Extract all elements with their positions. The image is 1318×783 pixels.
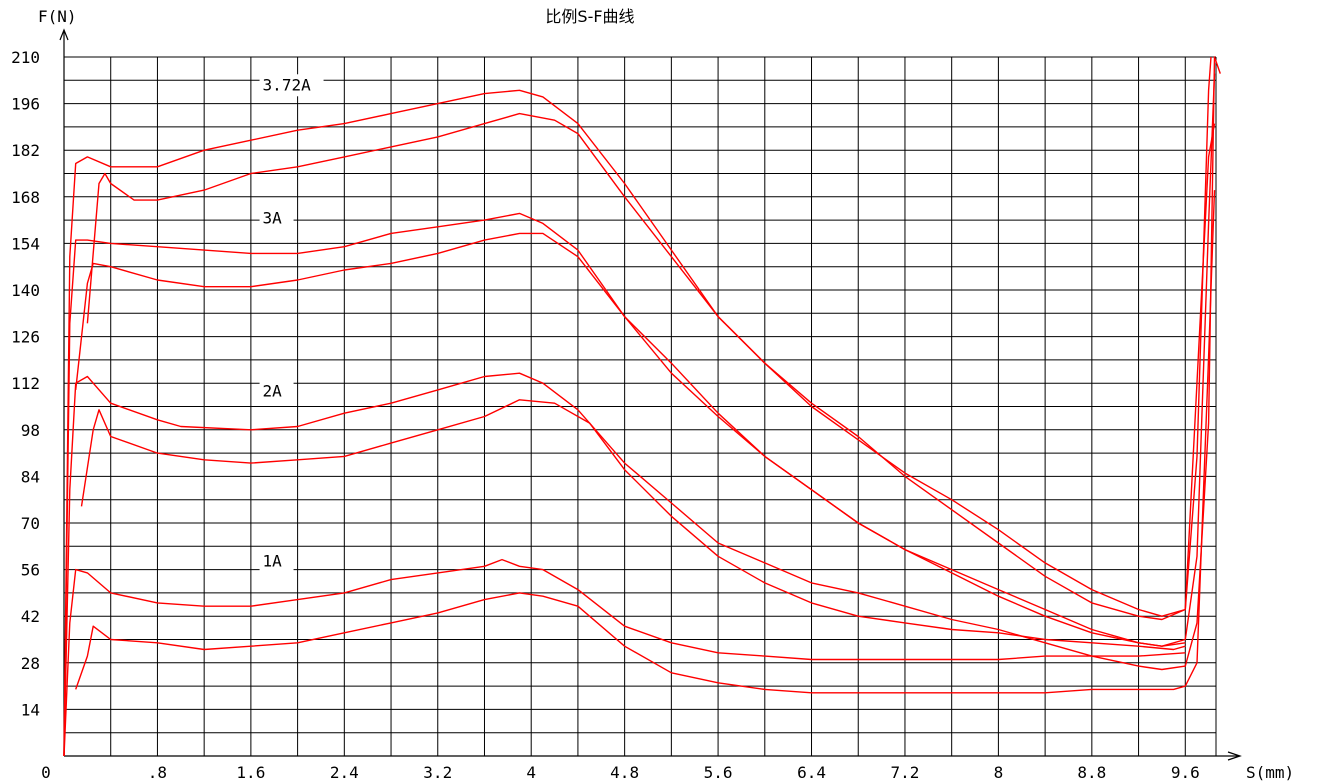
series-line-1 [63, 56, 1221, 757]
series-line-3 [63, 73, 1216, 757]
y-tick-labels: 14 28 42 56 70 84 98 112 126 140 154 168 182 196 210 [11, 48, 40, 719]
y-tick-label: 70 [21, 514, 40, 533]
series-line-5 [63, 56, 1212, 757]
x-tick-label: 9.6 [1171, 763, 1200, 782]
annotation-background [259, 550, 294, 573]
series-line-6 [86, 112, 1216, 617]
x-tick-label: 5.6 [704, 763, 733, 782]
x-tick-labels: .8 1.6 2.4 3.2 4 4.8 5.6 6.4 7.2 8 8.8 9.6 [148, 763, 1200, 782]
annotation-background [259, 380, 294, 403]
y-tick-label: 140 [11, 281, 40, 300]
x-axis-arrow [1227, 751, 1242, 761]
origin-label: 0 [41, 763, 51, 782]
y-tick-label: 84 [21, 467, 40, 486]
x-tick-label: .8 [148, 763, 167, 782]
axes [59, 28, 1242, 761]
series-line-4 [75, 232, 1186, 647]
x-tick-label: 7.2 [891, 763, 920, 782]
annotation-label: 1A [263, 551, 283, 570]
y-tick-label: 196 [11, 95, 40, 114]
y-tick-label: 112 [11, 374, 40, 393]
series-line-2 [80, 399, 1186, 651]
annotation-background [259, 207, 294, 230]
grid-lines [64, 56, 1217, 756]
y-tick-label: 56 [21, 561, 40, 580]
y-tick-label: 182 [11, 141, 40, 160]
y-tick-label: 42 [21, 607, 40, 626]
y-tick-label: 154 [11, 234, 40, 253]
y-tick-label: 168 [11, 188, 40, 207]
x-tick-label: 8.8 [1077, 763, 1106, 782]
x-tick-label: 2.4 [330, 763, 359, 782]
y-axis-arrow [59, 28, 69, 41]
x-tick-label: 4.8 [610, 763, 639, 782]
y-tick-label: 28 [21, 654, 40, 673]
x-tick-label: 1.6 [236, 763, 265, 782]
x-tick-label: 8 [994, 763, 1004, 782]
y-tick-label: 126 [11, 328, 40, 347]
series-line-8 [75, 190, 1216, 694]
x-axis-label: S(mm) [1246, 763, 1294, 782]
x-tick-label: 4 [526, 763, 536, 782]
x-tick-label: 6.4 [797, 763, 826, 782]
y-tick-label: 98 [21, 421, 40, 440]
curve-annotations: 3.72A 3A 2A 1A [259, 74, 324, 573]
series-lines [63, 56, 1221, 757]
annotation-background [259, 74, 324, 97]
series-line-7 [63, 558, 1186, 757]
y-tick-label: 14 [21, 700, 40, 719]
annotation-label: 3A [263, 208, 283, 227]
y-axis-label: F(N) [38, 7, 77, 26]
y-tick-label: 210 [11, 48, 40, 67]
annotation-label: 3.72A [263, 75, 312, 94]
chart-title: 比例S-F曲线 [545, 7, 634, 26]
annotation-label: 2A [263, 382, 283, 401]
x-tick-label: 3.2 [423, 763, 452, 782]
